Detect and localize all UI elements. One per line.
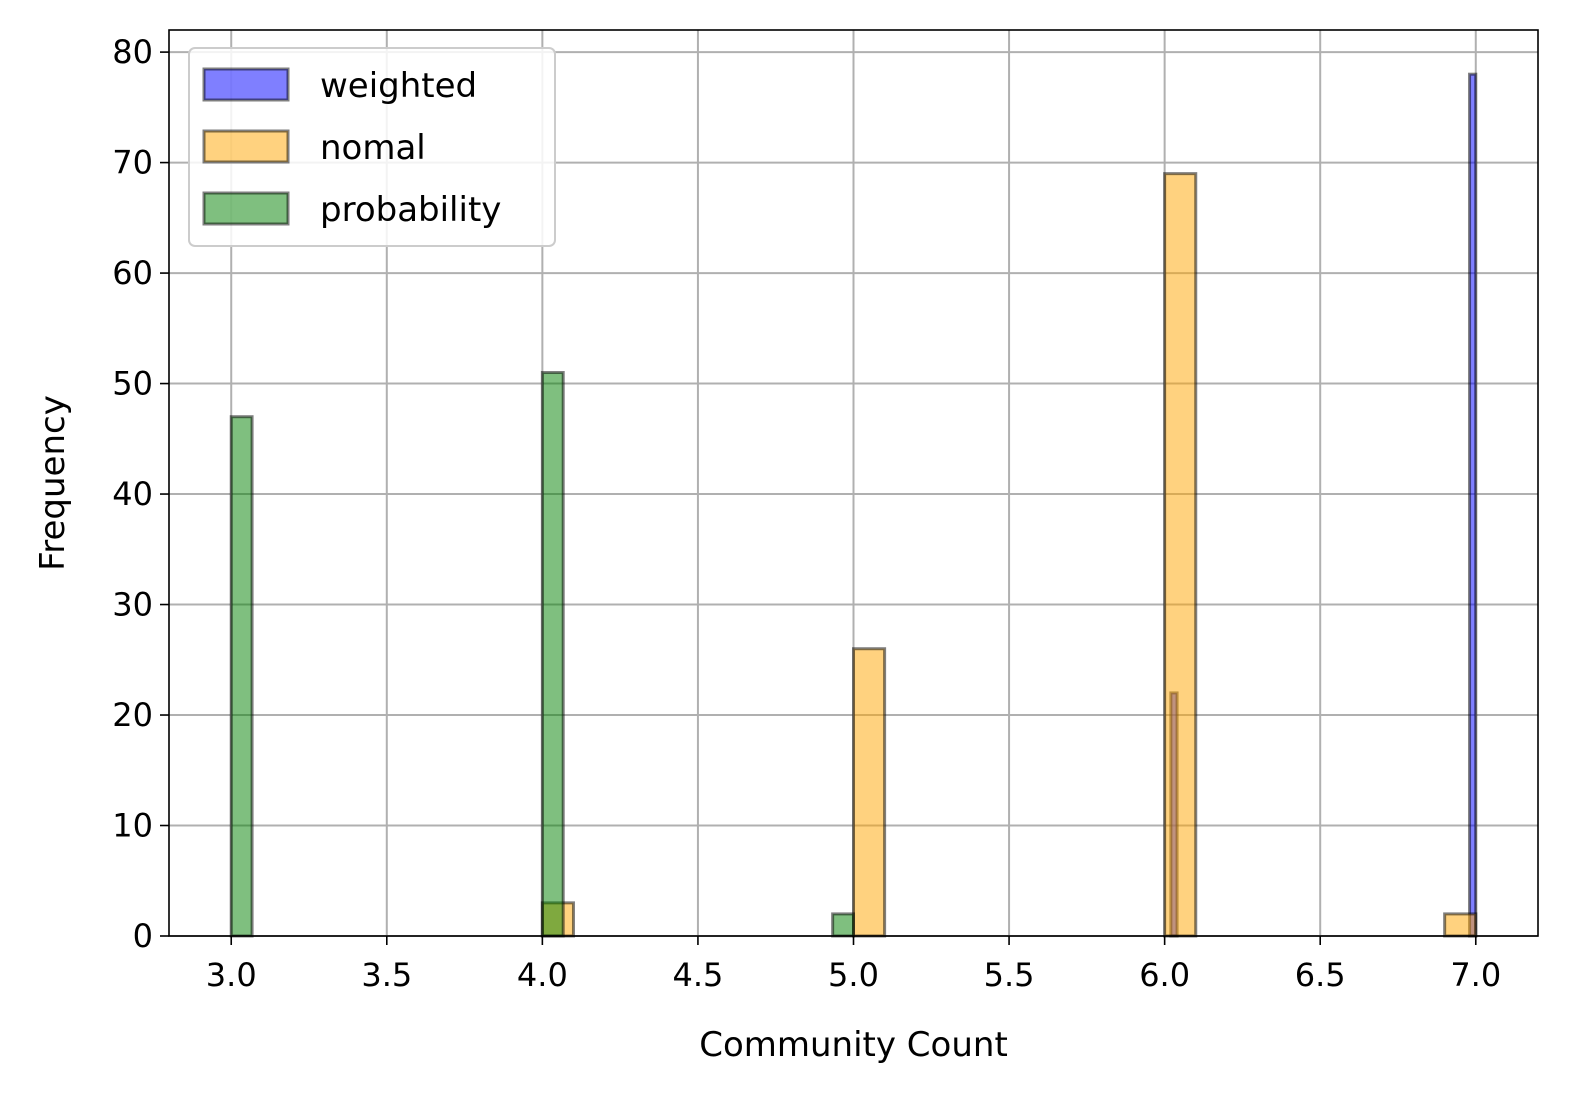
x-axis-ticks: 3.0 3.5 4.0 4.5 5.0 5.5 6.0 6.5 7.0 <box>206 936 1501 994</box>
x-tick-label: 6.0 <box>1139 956 1190 994</box>
y-tick-label: 80 <box>112 33 153 71</box>
y-tick-label: 30 <box>112 586 153 624</box>
x-tick-label: 7.0 <box>1450 956 1501 994</box>
bar-nomal-4 <box>1443 912 1478 938</box>
bar-weighted-1 <box>1468 72 1478 938</box>
x-tick-label: 5.0 <box>828 956 879 994</box>
x-tick-label: 6.5 <box>1295 956 1346 994</box>
y-tick-label: 60 <box>112 254 153 292</box>
y-axis-ticks: 0 10 20 30 40 50 60 70 80 <box>112 33 169 955</box>
x-tick-label: 5.5 <box>984 956 1035 994</box>
legend-swatch-probability <box>202 191 290 226</box>
bar-probability-2 <box>831 912 856 938</box>
bar-probability-1 <box>540 371 565 938</box>
legend-swatch-nomal <box>202 129 290 164</box>
y-tick-label: 20 <box>112 696 153 734</box>
x-tick-label: 3.0 <box>206 956 257 994</box>
legend-swatch-weighted <box>202 67 290 102</box>
y-tick-label: 50 <box>112 365 153 403</box>
legend: weighted nomal probability <box>188 47 556 247</box>
y-tick-label: 10 <box>112 807 153 845</box>
legend-label-probability: probability <box>320 190 501 230</box>
x-axis-label: Community Count <box>699 1025 1008 1065</box>
x-tick-label: 4.0 <box>517 956 568 994</box>
bar-nomal-3 <box>1163 172 1198 938</box>
legend-label-weighted: weighted <box>320 66 477 106</box>
y-tick-label: 0 <box>133 917 153 955</box>
x-tick-label: 4.5 <box>672 956 723 994</box>
bar-probability-0 <box>229 415 254 938</box>
y-tick-label: 40 <box>112 475 153 513</box>
y-axis-label: Frequency <box>33 395 73 571</box>
y-tick-label: 70 <box>112 144 153 182</box>
bar-nomal-2 <box>852 647 887 938</box>
bars-layer <box>229 72 1478 938</box>
legend-label-nomal: nomal <box>320 128 426 168</box>
x-tick-label: 3.5 <box>361 956 412 994</box>
